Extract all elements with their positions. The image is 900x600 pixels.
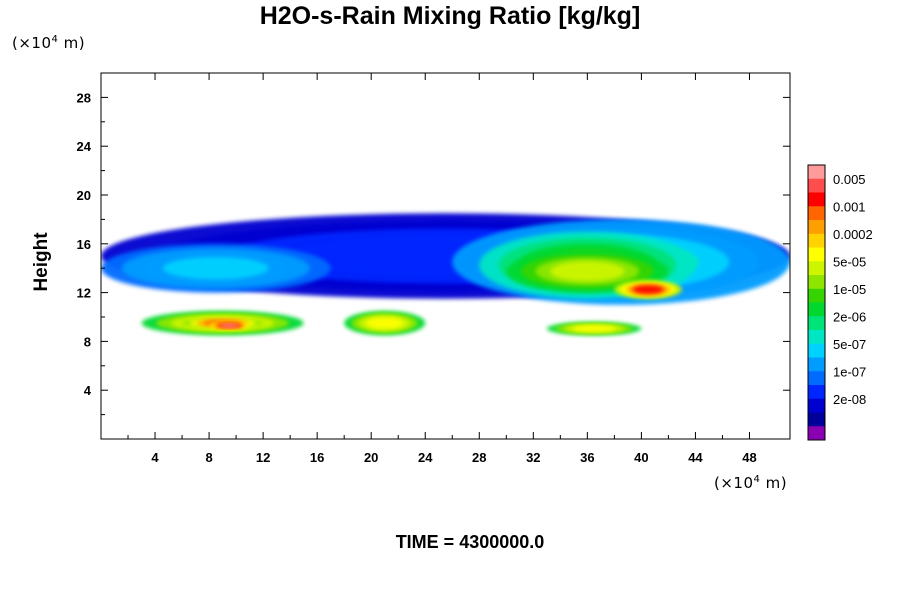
colorbar-label: 0.0002 xyxy=(833,227,873,242)
colorbar-swatch xyxy=(808,357,825,372)
colorbar-swatch xyxy=(808,426,825,441)
x-tick-label: 32 xyxy=(526,450,540,465)
colorbar-label: 2e-06 xyxy=(833,309,866,324)
colorbar-swatch xyxy=(808,288,825,303)
colorbar-swatch xyxy=(808,371,825,386)
x-tick-label: 44 xyxy=(688,450,703,465)
colorbar-swatch xyxy=(808,330,825,345)
colorbar: 0.005 0.001 0.0002 5e-05 1e-05 2e-06 5e-07 1e-0… xyxy=(807,164,873,441)
colorbar-label: 1e-05 xyxy=(833,282,866,297)
time-label: TIME = 4300000.0 xyxy=(395,532,545,552)
x-tick-label: 28 xyxy=(472,450,486,465)
colorbar-label: 1e-07 xyxy=(833,364,866,379)
x-tick-label: 16 xyxy=(310,450,324,465)
field-contour xyxy=(366,317,404,329)
field-contour xyxy=(163,256,269,280)
y-axis-unit: (×104 m) xyxy=(12,34,85,52)
x-tick-label: 4 xyxy=(151,450,159,465)
x-axis: 4 8 12 16 20 24 28 32 36 40 44 48 xyxy=(127,73,757,465)
y-tick-label: 4 xyxy=(84,383,92,398)
colorbar-swatch xyxy=(808,206,825,221)
colorbar-swatch xyxy=(808,233,825,248)
colorbar-label: 5e-05 xyxy=(833,254,866,269)
colorbar-label: 0.001 xyxy=(833,199,866,214)
x-tick-label: 40 xyxy=(634,450,648,465)
field-contour xyxy=(550,261,625,282)
y-unit-prefix: (×10 xyxy=(12,34,52,52)
colorbar-swatch xyxy=(808,316,825,331)
colorbar-swatch xyxy=(808,247,825,262)
colorbar-swatch xyxy=(808,192,825,207)
colorbar-swatch xyxy=(808,261,825,276)
colorbar-swatch xyxy=(808,178,825,193)
field-contour xyxy=(220,323,239,328)
colorbar-swatch xyxy=(808,302,825,317)
x-tick-label: 20 xyxy=(364,450,378,465)
colorbar-swatch xyxy=(808,385,825,400)
colorbar-swatch xyxy=(808,220,825,235)
y-tick-label: 20 xyxy=(77,188,91,203)
colorbar-frame xyxy=(807,164,826,441)
y-unit-suffix: m) xyxy=(58,34,86,52)
x-tick-label: 36 xyxy=(580,450,594,465)
x-tick-label: 12 xyxy=(256,450,270,465)
y-tick-label: 24 xyxy=(77,139,92,154)
field-contour xyxy=(632,285,664,294)
y-unit-exponent: 4 xyxy=(51,34,59,45)
y-tick-label: 8 xyxy=(84,334,91,349)
x-unit-exponent: 4 xyxy=(753,474,761,485)
field-contour xyxy=(572,325,616,332)
x-tick-label: 24 xyxy=(418,450,433,465)
colorbar-label: 5e-07 xyxy=(833,337,866,352)
x-unit-suffix: m) xyxy=(760,474,788,492)
x-tick-label: 8 xyxy=(205,450,212,465)
y-axis: 4 8 12 16 20 24 28 xyxy=(77,90,790,416)
y-tick-label: 28 xyxy=(77,90,91,105)
plot-frame xyxy=(100,72,791,440)
x-unit-prefix: (×10 xyxy=(714,474,754,492)
x-axis-unit: (×104 m) xyxy=(714,474,787,492)
y-tick-label: 16 xyxy=(77,237,91,252)
colorbar-swatch xyxy=(808,165,825,180)
x-tick-label: 48 xyxy=(742,450,756,465)
colorbar-swatch xyxy=(808,343,825,358)
mixing-ratio-field xyxy=(101,213,790,336)
colorbar-swatch xyxy=(808,398,825,413)
colorbar-swatch xyxy=(808,412,825,427)
chart-title: H2O-s-Rain Mixing Ratio [kg/kg] xyxy=(259,2,641,30)
colorbar-label: 0.005 xyxy=(833,172,866,187)
y-tick-label: 12 xyxy=(77,286,91,301)
colorbar-label: 2e-08 xyxy=(833,392,866,407)
colorbar-swatch xyxy=(808,275,825,290)
